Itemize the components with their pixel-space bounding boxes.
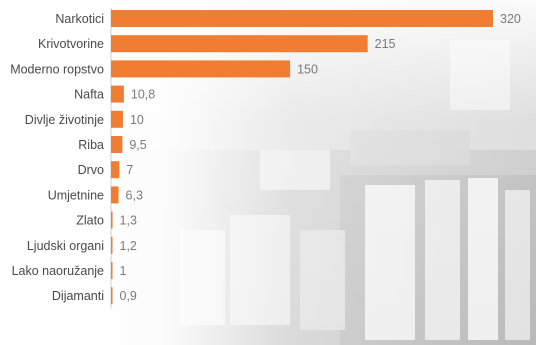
category-label: Zlato — [76, 214, 104, 228]
value-label: 9,5 — [129, 138, 146, 152]
category-label: Moderno ropstvo — [10, 62, 104, 76]
bar — [111, 35, 368, 53]
category-label: Lako naoružanje — [12, 264, 104, 278]
value-label: 10 — [130, 113, 144, 127]
category-label: Nafta — [74, 88, 104, 102]
bar — [111, 85, 124, 103]
bar — [111, 262, 113, 279]
category-label: Divlje životinje — [25, 113, 104, 127]
value-label: 6,3 — [126, 188, 143, 202]
category-label: Ljudski organi — [27, 239, 104, 253]
category-label: Riba — [78, 138, 104, 152]
category-label: Umjetnine — [48, 188, 104, 202]
bar — [111, 236, 113, 254]
bar — [111, 60, 291, 78]
bar — [111, 186, 119, 204]
bar — [111, 10, 493, 27]
category-label: Krivotvorine — [38, 37, 104, 51]
value-label: 1,3 — [120, 214, 137, 228]
category-label: Narkotici — [55, 12, 104, 26]
value-label: 320 — [500, 12, 521, 26]
category-label: Drvo — [78, 163, 104, 177]
value-label: 150 — [297, 62, 318, 76]
value-label: 215 — [375, 37, 396, 51]
bar — [111, 161, 120, 179]
value-label: 1,2 — [120, 239, 137, 253]
value-label: 0,9 — [120, 289, 137, 303]
bar — [111, 287, 113, 305]
bar — [111, 110, 123, 128]
value-label: 1 — [120, 264, 127, 278]
bar — [111, 136, 123, 153]
category-label: Dijamanti — [52, 289, 104, 303]
value-label: 10,8 — [131, 88, 155, 102]
value-label: 7 — [126, 163, 133, 177]
bar — [111, 211, 113, 229]
